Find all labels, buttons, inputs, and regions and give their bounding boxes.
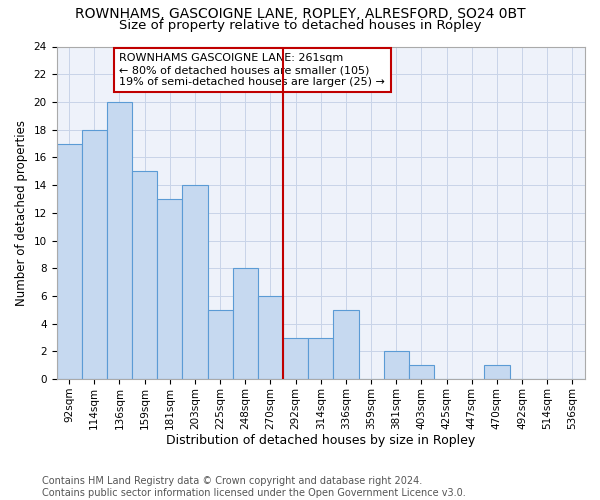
Bar (132, 172, 157, 379)
Bar (484, 366, 509, 379)
Bar (56, 144, 82, 379)
Bar (383, 352, 409, 379)
Bar (208, 310, 233, 379)
Text: ROWNHAMS GASCOIGNE LANE: 261sqm
← 80% of detached houses are smaller (105)
19% o: ROWNHAMS GASCOIGNE LANE: 261sqm ← 80% of… (119, 54, 385, 86)
Bar (82, 130, 107, 379)
Bar (334, 310, 359, 379)
Bar (182, 185, 208, 379)
Text: ROWNHAMS, GASCOIGNE LANE, ROPLEY, ALRESFORD, SO24 0BT: ROWNHAMS, GASCOIGNE LANE, ROPLEY, ALRESF… (74, 8, 526, 22)
Text: Size of property relative to detached houses in Ropley: Size of property relative to detached ho… (119, 19, 481, 32)
Y-axis label: Number of detached properties: Number of detached properties (15, 120, 28, 306)
X-axis label: Distribution of detached houses by size in Ropley: Distribution of detached houses by size … (166, 434, 475, 448)
Bar (233, 268, 258, 379)
Bar (258, 296, 283, 379)
Bar (157, 199, 182, 379)
Bar (308, 338, 334, 379)
Bar (409, 366, 434, 379)
Bar (283, 338, 308, 379)
Bar (107, 102, 132, 379)
Text: Contains HM Land Registry data © Crown copyright and database right 2024.
Contai: Contains HM Land Registry data © Crown c… (42, 476, 466, 498)
